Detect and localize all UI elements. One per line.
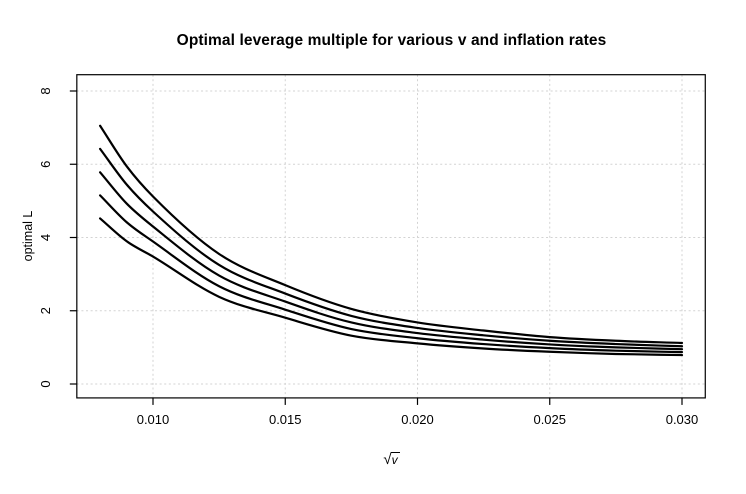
x-tick-label: 0.010 [137, 412, 170, 427]
sqrt-radical-sign: √ [383, 451, 392, 468]
x-tick-label: 0.020 [401, 412, 434, 427]
x-tick-label: 0.025 [533, 412, 566, 427]
curve-line-curve-2 [99, 147, 684, 348]
y-tick-label: 8 [38, 87, 53, 94]
x-axis-variable: v [390, 452, 400, 467]
y-tick-label: 4 [38, 234, 53, 241]
y-tick-label: 2 [38, 307, 53, 314]
x-axis-label: √ v [77, 452, 706, 468]
chart-title: Optimal leverage multiple for various v … [176, 32, 607, 49]
curve-line-curve-1-top [99, 124, 684, 345]
curve-line-curve-4 [99, 194, 684, 354]
x-tick-label: 0.015 [269, 412, 302, 427]
x-tick-label: 0.030 [666, 412, 699, 427]
plot-box [76, 74, 706, 399]
curve-line-curve-5-bottom [99, 217, 684, 357]
y-tick-label: 6 [38, 161, 53, 168]
curve-line-curve-3-middle [99, 171, 684, 351]
y-tick-label: 0 [38, 380, 53, 387]
